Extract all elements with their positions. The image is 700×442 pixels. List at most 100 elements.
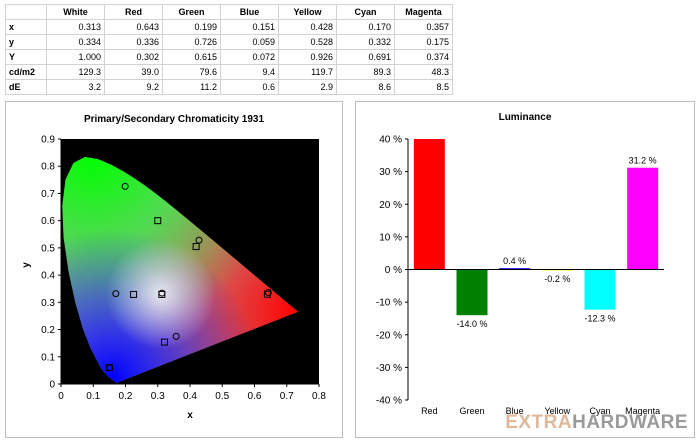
x-tick-label: 0.7 [280, 391, 294, 402]
table-cell: 79.6 [162, 64, 221, 80]
y-tick-label: 0 [49, 380, 55, 391]
table-body: x 0.313 0.643 0.199 0.151 0.428 0.170 0.357 y 0.3… [5, 19, 453, 95]
table-row: x 0.313 0.643 0.199 0.151 0.428 0.170 0.357 [5, 19, 453, 35]
y-tick-label: 0.7 [41, 189, 55, 200]
y-tick-label: 0.2 [41, 325, 55, 336]
table-cell: 129.3 [46, 64, 105, 80]
table-row: Y 1.000 0.302 0.615 0.072 0.926 0.691 0.374 [5, 49, 453, 65]
table-cell: 0.691 [336, 49, 395, 65]
x-tick-label: Magenta [625, 406, 660, 416]
x-tick-label: Cyan [589, 406, 610, 416]
x-tick-label: 0.8 [312, 391, 326, 402]
table-cell: 0.151 [220, 19, 279, 35]
measurement-table: White Red Green Blue Yellow Cyan Magenta… [5, 4, 453, 95]
y-tick-label: 40 % [379, 135, 402, 146]
bar [499, 268, 531, 270]
x-tick-label: Green [459, 406, 484, 416]
x-tick-label: 0.3 [151, 391, 165, 402]
x-tick-label: 0 [58, 391, 64, 402]
luminance-chart-panel: Luminance 40 % 30 % 20 % 10 % 0 % -10 % -20 % -3… [355, 101, 695, 438]
table-cell: 0.336 [104, 34, 163, 50]
table-cell: 0.926 [278, 49, 337, 65]
bar [627, 167, 659, 270]
data-point-square [154, 217, 162, 225]
table-header-row: White Red Green Blue Yellow Cyan Magenta [5, 4, 453, 20]
chromaticity-chart: Primary/Secondary Chromaticity 1931 0 0.1 0… [21, 114, 326, 421]
y-tick-label: 0.6 [41, 216, 55, 227]
table-cell: 0.374 [394, 49, 453, 65]
data-label: 0.4 % [503, 256, 526, 266]
y-axis-label: y [21, 262, 32, 268]
table-cell: 9.4 [220, 64, 279, 80]
bar [413, 139, 445, 270]
watermark-part-2: HARDWARE [572, 412, 688, 433]
table-row: dE 3.2 9.2 11.2 0.6 2.9 8.6 8.5 [5, 79, 453, 95]
table-cell: 0.170 [336, 19, 395, 35]
table-cell: 0.302 [104, 49, 163, 65]
y-tick-label: 0.4 [41, 271, 55, 282]
x-tick-label: 0.4 [183, 391, 197, 402]
data-label: 31.2 % [629, 156, 657, 166]
data-point-square [130, 290, 138, 298]
data-point-square [192, 243, 200, 251]
watermark-logo: EXTRAHARDWARE [505, 412, 688, 434]
row-label: dE [5, 79, 47, 95]
table-cell: 2.9 [278, 79, 337, 95]
table-cell: 0.313 [46, 19, 105, 35]
data-point-circle [195, 236, 203, 244]
data-point-circle [264, 289, 272, 297]
table-cell: 0.615 [162, 49, 221, 65]
chromaticity-chart-panel: Primary/Secondary Chromaticity 1931 0 0.1 0… [5, 101, 343, 438]
y-tick-label: 0.1 [41, 352, 55, 363]
column-header: Red [104, 4, 163, 20]
data-label: -12.3 % [584, 314, 615, 324]
table-cell: 0.726 [162, 34, 221, 50]
y-tick-label: -20 % [376, 330, 402, 341]
table-cell: 8.6 [336, 79, 395, 95]
table-cell: 39.0 [104, 64, 163, 80]
y-tick-label: 0.8 [41, 162, 55, 173]
column-header: Green [162, 4, 221, 20]
x-tick-label: 0.2 [119, 391, 133, 402]
data-point-circle [106, 364, 114, 372]
table-cell: 0.528 [278, 34, 337, 50]
x-tick-label: Red [421, 406, 438, 416]
data-point-circle [158, 289, 166, 297]
y-tick-label: 0.3 [41, 298, 55, 309]
data-point-circle [172, 332, 180, 340]
table-cell: 0.059 [220, 34, 279, 50]
y-tick-label: -40 % [376, 396, 402, 407]
y-tick-label: 30 % [379, 167, 402, 178]
row-label: Y [5, 49, 47, 65]
table-row: y 0.334 0.336 0.726 0.059 0.528 0.332 0.175 [5, 34, 453, 50]
table-cell: 9.2 [104, 79, 163, 95]
x-tick-label: 0.5 [215, 391, 229, 402]
y-tick-label: 20 % [379, 200, 402, 211]
table-cell: 89.3 [336, 64, 395, 80]
watermark-part-1: EXTRA [505, 412, 573, 433]
x-tick-label: Yellow [544, 406, 570, 416]
table-cell: 8.5 [394, 79, 453, 95]
y-tick-label: -10 % [376, 298, 402, 309]
chart-title: Primary/Secondary Chromaticity 1931 [84, 114, 265, 125]
x-tick-label: 0.6 [248, 391, 262, 402]
bar [456, 269, 488, 316]
table-cell: 0.6 [220, 79, 279, 95]
table-corner [5, 4, 47, 20]
table-row: cd/m2 129.3 39.0 79.6 9.4 119.7 89.3 48.3 [5, 64, 453, 80]
table-cell: 0.199 [162, 19, 221, 35]
row-label: y [5, 34, 47, 50]
data-point-square [263, 290, 271, 298]
y-tick-label: 0 % [385, 265, 402, 276]
y-tick-label: 0.9 [41, 135, 55, 146]
table-cell: 0.357 [394, 19, 453, 35]
x-tick-label: Blue [506, 406, 524, 416]
table-cell: 0.332 [336, 34, 395, 50]
table-cell: 0.175 [394, 34, 453, 50]
table-cell: 0.643 [104, 19, 163, 35]
chart-title: Luminance [499, 112, 552, 123]
table-cell: 0.334 [46, 34, 105, 50]
column-header: Yellow [278, 4, 337, 20]
y-tick-label: -30 % [376, 363, 402, 374]
row-label: cd/m2 [5, 64, 47, 80]
